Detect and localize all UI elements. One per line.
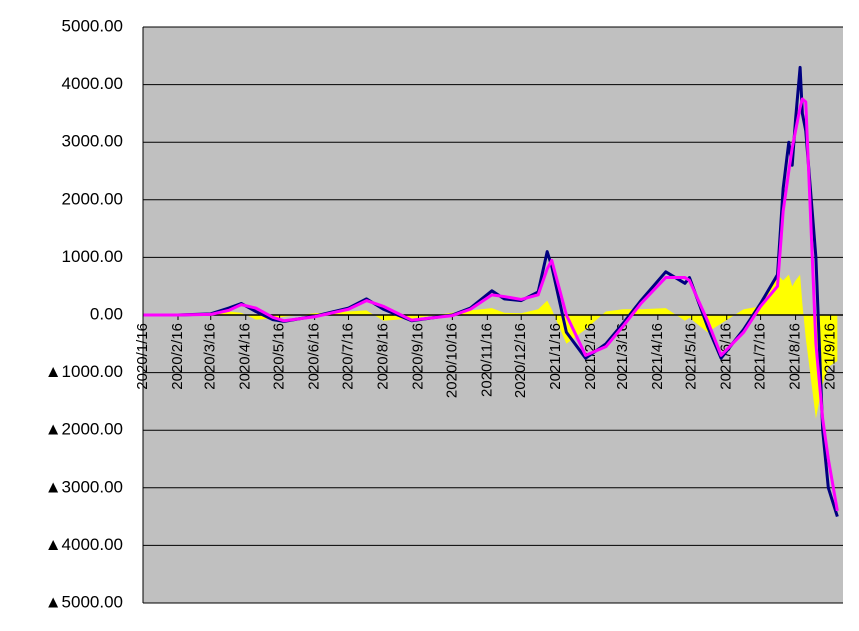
- area-series: [143, 274, 838, 419]
- y-tick-label: ▲1000.00: [45, 362, 123, 381]
- x-tick-label: 2020/11/16: [478, 323, 495, 397]
- x-tick-label: 2020/3/16: [202, 323, 219, 390]
- y-tick-label: ▲3000.00: [45, 477, 123, 496]
- x-tick-label: 2020/2/16: [169, 323, 186, 390]
- y-tick-label: 0.00: [90, 304, 123, 323]
- x-tick-label: 2020/5/16: [271, 323, 288, 390]
- y-tick-label: ▲4000.00: [45, 535, 123, 554]
- x-tick-label: 2021/7/16: [752, 323, 769, 390]
- x-tick-label: 2020/7/16: [339, 323, 356, 390]
- x-tick-label: 2021/8/16: [787, 323, 804, 390]
- x-tick-label: 2020/9/16: [409, 323, 426, 390]
- x-tick-label: 2021/6/16: [718, 323, 735, 390]
- x-tick-label: 2021/3/16: [614, 323, 631, 390]
- x-tick-label: 2020/12/16: [512, 323, 529, 398]
- x-tick-label: 2020/4/16: [237, 323, 254, 390]
- y-tick-label: 5000.00: [62, 16, 123, 35]
- x-tick-label: 2021/1/16: [547, 323, 564, 390]
- y-tick-label: ▲5000.00: [45, 592, 123, 611]
- y-tick-label: 2000.00: [62, 189, 123, 208]
- x-tick-label: 2020/6/16: [306, 323, 323, 390]
- x-tick-label: 2021/5/16: [683, 323, 700, 390]
- x-tick-label: 2021/4/16: [649, 323, 666, 390]
- y-tick-label: 4000.00: [62, 74, 123, 93]
- y-tick-label: ▲2000.00: [45, 420, 123, 439]
- x-tick-label: 2021/9/16: [822, 323, 839, 390]
- y-tick-label: 3000.00: [62, 132, 123, 151]
- line-series: [143, 97, 839, 512]
- x-tick-label: 2020/10/16: [443, 323, 460, 398]
- x-tick-label: 2020/1/16: [134, 323, 151, 390]
- x-tick-label: 2020/8/16: [374, 323, 391, 390]
- y-tick-label: 1000.00: [62, 247, 123, 266]
